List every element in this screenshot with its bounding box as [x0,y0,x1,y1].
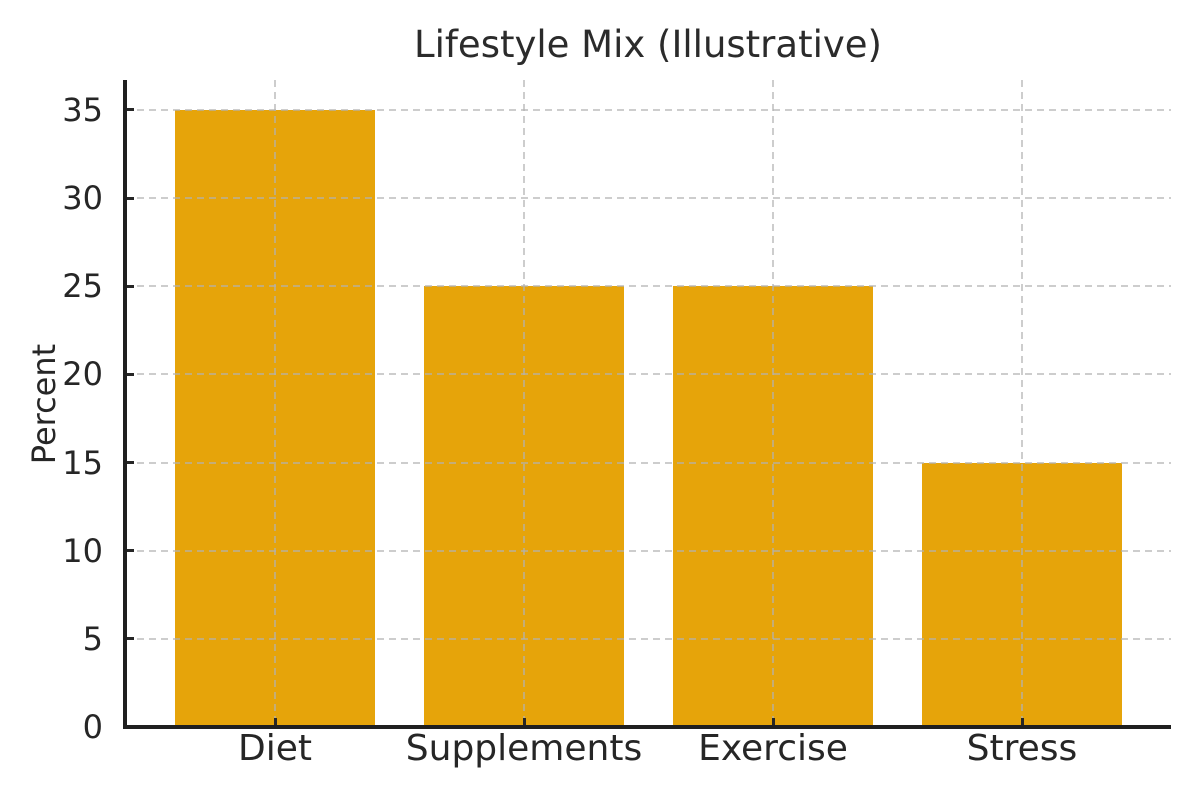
x-tick-label-stress: Stress [966,728,1078,769]
y-tick-label-25: 25 [62,267,103,306]
x-tick-label-supplements: Supplements [405,728,643,769]
h-gridline-20 [125,373,1171,376]
chart-title: Lifestyle Mix (Illustrative) [414,23,882,66]
x-axis-spine [123,725,1171,729]
v-gridline-stress [1021,80,1023,727]
v-gridline-diet [274,80,276,727]
h-gridline-25 [125,285,1171,288]
h-gridline-30 [125,197,1171,200]
y-tick-mark-35 [127,108,134,112]
y-axis-spine [123,80,127,729]
y-tick-label-35: 35 [62,90,103,129]
h-gridline-5 [125,637,1171,640]
y-tick-mark-30 [127,196,134,200]
h-gridline-10 [125,549,1171,552]
x-tick-label-diet: Diet [238,728,312,769]
y-tick-label-10: 10 [62,531,103,570]
v-gridline-exercise [772,80,774,727]
y-tick-label-30: 30 [62,179,103,218]
x-tick-mark-supplements [522,718,526,725]
x-tick-mark-exercise [771,718,775,725]
y-tick-mark-5 [127,637,134,641]
x-tick-mark-stress [1020,718,1024,725]
plot-area [123,80,1171,729]
y-tick-mark-20 [127,372,134,376]
h-gridline-15 [125,461,1171,464]
h-gridline-35 [125,108,1171,111]
y-tick-label-20: 20 [62,355,103,394]
y-tick-mark-25 [127,284,134,288]
x-tick-label-exercise: Exercise [698,728,848,769]
y-tick-label-15: 15 [62,443,103,482]
y-tick-label-0: 0 [82,708,103,746]
y-tick-mark-10 [127,549,134,553]
x-tick-mark-diet [273,718,277,725]
y-tick-label-5: 5 [82,619,103,658]
v-gridline-supplements [523,80,525,727]
y-tick-mark-15 [127,461,134,465]
